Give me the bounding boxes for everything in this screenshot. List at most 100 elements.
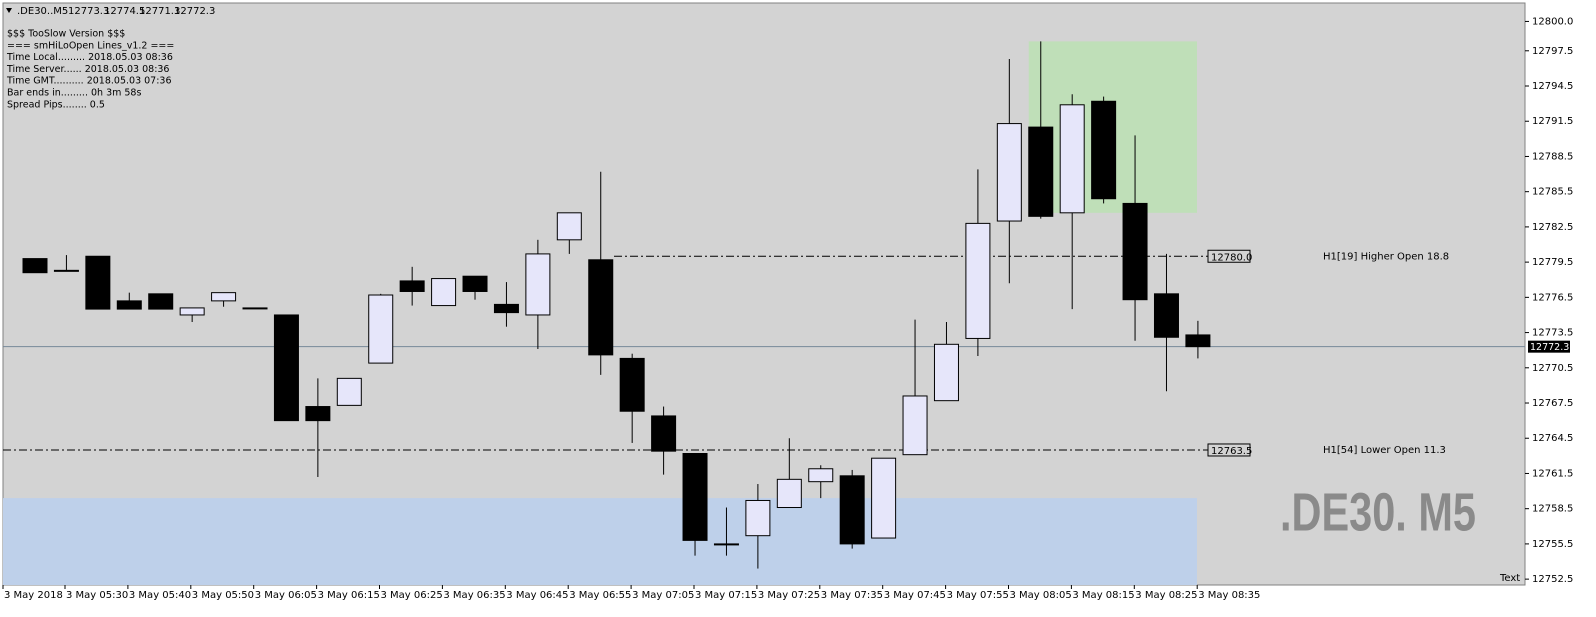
info-line: === smHiLoOpen Lines_v1.2 ===	[7, 40, 174, 51]
x-tick-label: 3 May 05:30	[66, 590, 128, 601]
plot-bg	[2, 2, 1526, 586]
y-tick-label: 12761.5	[1532, 468, 1573, 479]
y-tick-label: 12776.5	[1532, 292, 1573, 303]
header-low: 12771.3	[139, 6, 180, 17]
bid-tag	[1528, 340, 1570, 353]
level-box	[1207, 443, 1251, 457]
info-line: $$$ TooSlow Version $$$	[7, 29, 125, 40]
candle-body	[1185, 334, 1211, 348]
y-tick-label: 12782.5	[1532, 222, 1573, 233]
candle-body	[682, 453, 708, 541]
candle-body	[22, 258, 48, 274]
candle-body	[493, 303, 519, 314]
x-tick-label: 3 May 07:45	[884, 590, 946, 601]
candle-body	[1122, 202, 1148, 301]
y-tick-label: 12800.0	[1532, 16, 1573, 27]
info-line: Time Local......... 2018.05.03 08:36	[6, 52, 173, 63]
candle-body	[776, 478, 802, 509]
y-tick-label: 12797.5	[1532, 46, 1573, 57]
candle-body	[179, 307, 205, 316]
x-tick-label: 3 May 06:25	[381, 590, 443, 601]
candle-body	[996, 123, 1022, 222]
candle-body	[902, 395, 928, 456]
y-tick-label: 12785.5	[1532, 187, 1573, 198]
candle-body	[368, 294, 394, 364]
x-tick-label: 3 May 06:35	[443, 590, 505, 601]
y-tick-label: 12779.5	[1532, 257, 1573, 268]
x-tick-label: 3 May 07:25	[758, 590, 820, 601]
x-tick-label: 3 May 07:55	[947, 590, 1009, 601]
candle-body	[336, 377, 362, 406]
candle-body	[713, 543, 739, 546]
x-tick-label: 3 May 08:05	[1010, 590, 1072, 601]
candle-body	[965, 222, 991, 339]
level-price: 12780.0	[1211, 252, 1252, 263]
x-tick-label: 3 May 07:15	[695, 590, 757, 601]
y-tick-label: 12788.5	[1532, 151, 1573, 162]
candle-body	[525, 253, 551, 316]
level-price: 12763.5	[1211, 446, 1252, 457]
y-tick-label: 12791.5	[1532, 116, 1573, 127]
candle-body	[588, 259, 614, 356]
candle-body	[745, 499, 771, 537]
info-line: Time GMT.......... 2018.05.03 07:36	[6, 76, 172, 87]
candle-body	[273, 314, 299, 422]
info-line: Time Server...... 2018.05.03 08:36	[6, 64, 169, 75]
y-tick-label: 12767.5	[1532, 398, 1573, 409]
symbol: .DE30..M5	[17, 6, 68, 17]
candle-body	[871, 457, 897, 539]
candle-body	[1091, 100, 1117, 200]
y-tick-label: 12794.5	[1532, 81, 1573, 92]
x-tick-label: 3 May 05:40	[129, 590, 191, 601]
level-box	[1207, 249, 1251, 263]
x-tick-label: 3 May 05:50	[192, 590, 254, 601]
x-tick-label: 3 May 07:05	[632, 590, 694, 601]
candle-body	[619, 357, 645, 412]
header-close: 12772.3	[174, 6, 215, 17]
candle-body	[431, 278, 457, 307]
y-tick-label: 12752.5	[1532, 574, 1573, 585]
y-tick-label: 12764.5	[1532, 433, 1573, 444]
x-tick-label: 3 May 08:35	[1198, 590, 1260, 601]
menu-arrow[interactable]	[6, 8, 12, 13]
info-line: Spread Pips........ 0.5	[7, 99, 105, 110]
x-tick-label: 3 May 2018	[4, 590, 63, 601]
candle-body	[85, 255, 111, 310]
zone	[3, 498, 1197, 585]
level-text: H1[19] Higher Open 18.8	[1323, 251, 1449, 262]
candle-body	[808, 468, 834, 483]
candle-body	[242, 307, 268, 310]
watermark: .DE30. M5	[1280, 482, 1476, 542]
y-tick-label: 12755.5	[1532, 539, 1573, 550]
header-high: 12774.5	[104, 6, 145, 17]
y-tick-label: 12770.5	[1532, 363, 1573, 374]
candle-body	[462, 275, 488, 292]
candle-body	[556, 212, 582, 241]
level-text: H1[54] Lower Open 11.3	[1323, 445, 1446, 456]
candle-body	[1028, 126, 1054, 217]
candle-body	[839, 475, 865, 545]
candle-body	[116, 300, 142, 310]
info-line: Bar ends in......... 0h 3m 58s	[7, 88, 141, 99]
y-tick-label: 12773.5	[1532, 328, 1573, 339]
candle-body	[305, 406, 331, 422]
x-tick-label: 3 May 07:35	[821, 590, 883, 601]
x-tick-label: 3 May 06:45	[506, 590, 568, 601]
candle-body	[1059, 104, 1085, 214]
candle-body	[933, 343, 959, 402]
header-open: 12773.3	[68, 6, 109, 17]
candle-body	[1153, 293, 1179, 338]
x-tick-label: 3 May 06:05	[255, 590, 317, 601]
candle-body	[148, 293, 174, 310]
corner-text: Text	[1499, 573, 1520, 584]
x-tick-label: 3 May 08:25	[1135, 590, 1197, 601]
candle-body	[53, 269, 79, 272]
x-tick-label: 3 May 06:15	[318, 590, 380, 601]
x-tick-label: 3 May 08:15	[1072, 590, 1134, 601]
candle-body	[399, 280, 425, 292]
candle-body	[651, 415, 677, 452]
candle-body	[211, 292, 237, 302]
bid-tag-label: 12772.3	[1530, 342, 1569, 353]
x-tick-label: 3 May 06:55	[569, 590, 631, 601]
